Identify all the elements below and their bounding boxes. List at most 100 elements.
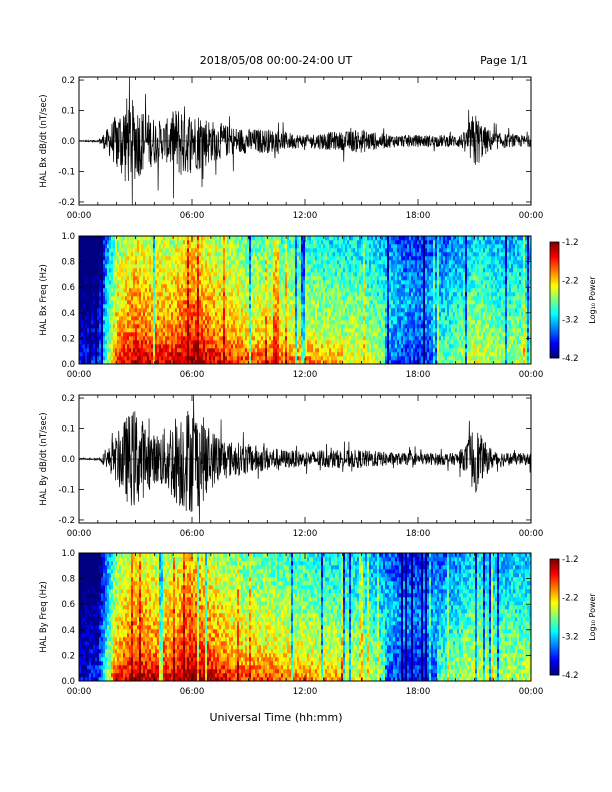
panel2-cell: [313, 348, 316, 353]
panel2-cell: [345, 340, 348, 345]
panel2-cell: [247, 260, 250, 265]
panel2-cell: [97, 308, 100, 313]
panel2-cell: [335, 304, 338, 309]
panel2-cell: [145, 292, 148, 297]
panel2-cell: [255, 256, 258, 261]
panel2-cell: [223, 340, 226, 345]
panel2-cell: [379, 276, 382, 281]
panel2-cell: [285, 264, 288, 269]
panel2-cell: [311, 288, 314, 293]
panel2-cell: [169, 260, 172, 265]
panel2-cell: [123, 264, 126, 269]
panel2-cell: [281, 276, 284, 281]
panel2-cell: [263, 288, 266, 293]
panel2-cell: [187, 316, 190, 321]
panel2-cell: [191, 300, 194, 305]
panel2-cell: [347, 244, 350, 249]
panel2-cell: [345, 360, 348, 365]
panel2-cell: [347, 288, 350, 293]
panel2-cell: [153, 296, 156, 301]
panel2-cell: [179, 248, 182, 253]
panel2-cell: [235, 308, 238, 313]
panel2-cell: [259, 332, 262, 337]
panel2-cell: [83, 312, 86, 317]
panel2-cell: [133, 288, 136, 293]
panel2-cell: [275, 304, 278, 309]
panel2-cell: [127, 356, 130, 361]
panel2-cell: [127, 256, 130, 261]
panel2-cell: [285, 348, 288, 353]
panel2-cell: [323, 280, 326, 285]
panel2-cell: [367, 360, 370, 365]
panel2-cell: [301, 356, 304, 361]
panel2-cell: [355, 316, 358, 321]
panel2-cell: [291, 244, 294, 249]
panel2-cell: [259, 300, 262, 305]
panel2-cell: [337, 272, 340, 277]
panel2-cell: [213, 344, 216, 349]
panel2-cell: [137, 344, 140, 349]
panel2-cell: [267, 240, 270, 245]
panel2-cell: [183, 304, 186, 309]
panel2-cell: [91, 300, 94, 305]
panel2-cell: [139, 264, 142, 269]
panel2-cell: [377, 352, 380, 357]
panel2-cell: [297, 288, 300, 293]
panel2-cell: [381, 240, 384, 245]
panel2-cell: [109, 348, 112, 353]
panel2-cell: [195, 340, 198, 345]
panel2-cell: [107, 244, 110, 249]
panel2-cell: [199, 244, 202, 249]
panel2-cell: [299, 352, 302, 357]
panel2-cell: [263, 292, 266, 297]
panel2-cell: [221, 252, 224, 257]
panel2-cell: [109, 248, 112, 253]
panel2-cell: [369, 312, 372, 317]
panel2-cell: [277, 316, 280, 321]
panel2-cell: [115, 244, 118, 249]
panel2-cell: [135, 340, 138, 345]
panel2-cell: [287, 244, 290, 249]
panel2-cell: [207, 248, 210, 253]
panel2-cell: [309, 240, 312, 245]
panel2-cell: [123, 292, 126, 297]
panel2-cell: [159, 288, 162, 293]
panel2-cell: [261, 292, 264, 297]
panel2-cell: [309, 348, 312, 353]
panel2-cell: [383, 240, 386, 245]
panel2-cell: [91, 324, 94, 329]
panel2-cell: [301, 252, 304, 257]
panel2-cell: [159, 272, 162, 277]
panel2-cell: [227, 276, 230, 281]
panel2-cell: [173, 324, 176, 329]
panel2-cell: [103, 352, 106, 357]
panel2-cell: [101, 276, 104, 281]
panel2-cell: [241, 296, 244, 301]
panel2-cell: [377, 360, 380, 365]
panel2-cell: [375, 324, 378, 329]
panel2-cell: [197, 248, 200, 253]
panel2-cell: [345, 332, 348, 337]
panel2-cell: [135, 252, 138, 257]
panel2-cell: [367, 340, 370, 345]
panel2-cell: [81, 312, 84, 317]
panel2-cell: [105, 308, 108, 313]
panel2-cell: [259, 248, 262, 253]
panel2-cell: [333, 304, 336, 309]
panel2-cell: [181, 284, 184, 289]
panel2-cell: [257, 292, 260, 297]
panel2-cell: [129, 296, 132, 301]
panel2-cell: [221, 352, 224, 357]
panel2-cell: [161, 324, 164, 329]
panel2-cell: [383, 344, 386, 349]
panel2-cell: [157, 256, 160, 261]
panel2-cell: [269, 272, 272, 277]
panel2-cell: [289, 292, 292, 297]
panel2-cell: [311, 276, 314, 281]
panel2-cell: [91, 292, 94, 297]
panel2-cell: [171, 304, 174, 309]
panel2-cell: [215, 348, 218, 353]
panel2-cell: [267, 344, 270, 349]
panel2-cell: [317, 316, 320, 321]
panel2-cell: [341, 312, 344, 317]
